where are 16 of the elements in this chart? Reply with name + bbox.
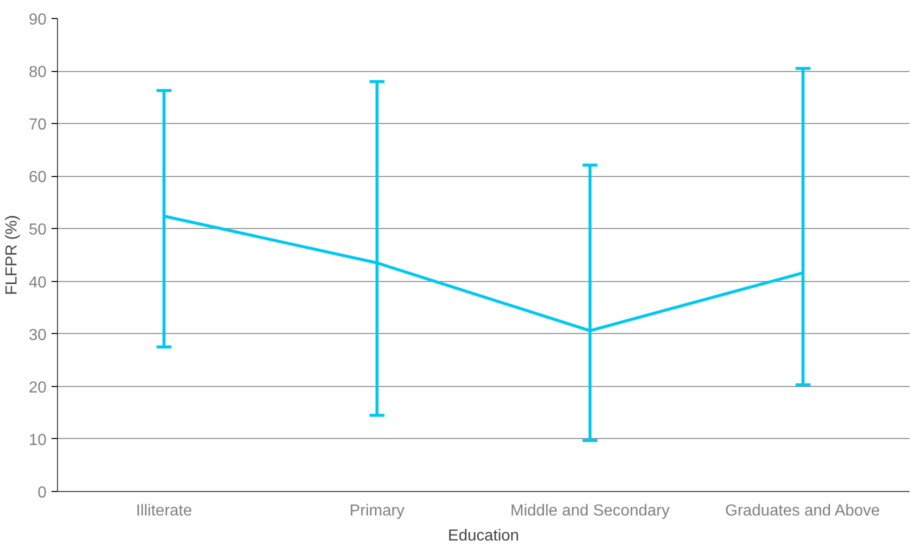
y-tick-label: 70 bbox=[28, 116, 47, 134]
y-tick-label: 90 bbox=[28, 12, 47, 28]
x-tick-label: Graduates and Above bbox=[725, 502, 880, 520]
x-tick-label: Illiterate bbox=[136, 502, 192, 520]
y-tick-label: 30 bbox=[28, 326, 47, 344]
x-tick-label: Middle and Secondary bbox=[510, 502, 670, 520]
y-tick-label: 10 bbox=[28, 432, 47, 449]
x-tick-label: Primary bbox=[349, 502, 405, 520]
y-tick-label: 0 bbox=[38, 484, 47, 502]
y-axis-title: FLFPR (%) bbox=[4, 215, 21, 295]
y-tick-label: 80 bbox=[28, 64, 47, 82]
y-tick-label: 50 bbox=[28, 222, 47, 239]
y-tick-label: 40 bbox=[28, 274, 47, 292]
x-axis-title: Education bbox=[448, 528, 520, 544]
y-tick-label: 60 bbox=[28, 169, 47, 186]
y-tick-label: 20 bbox=[28, 379, 47, 396]
